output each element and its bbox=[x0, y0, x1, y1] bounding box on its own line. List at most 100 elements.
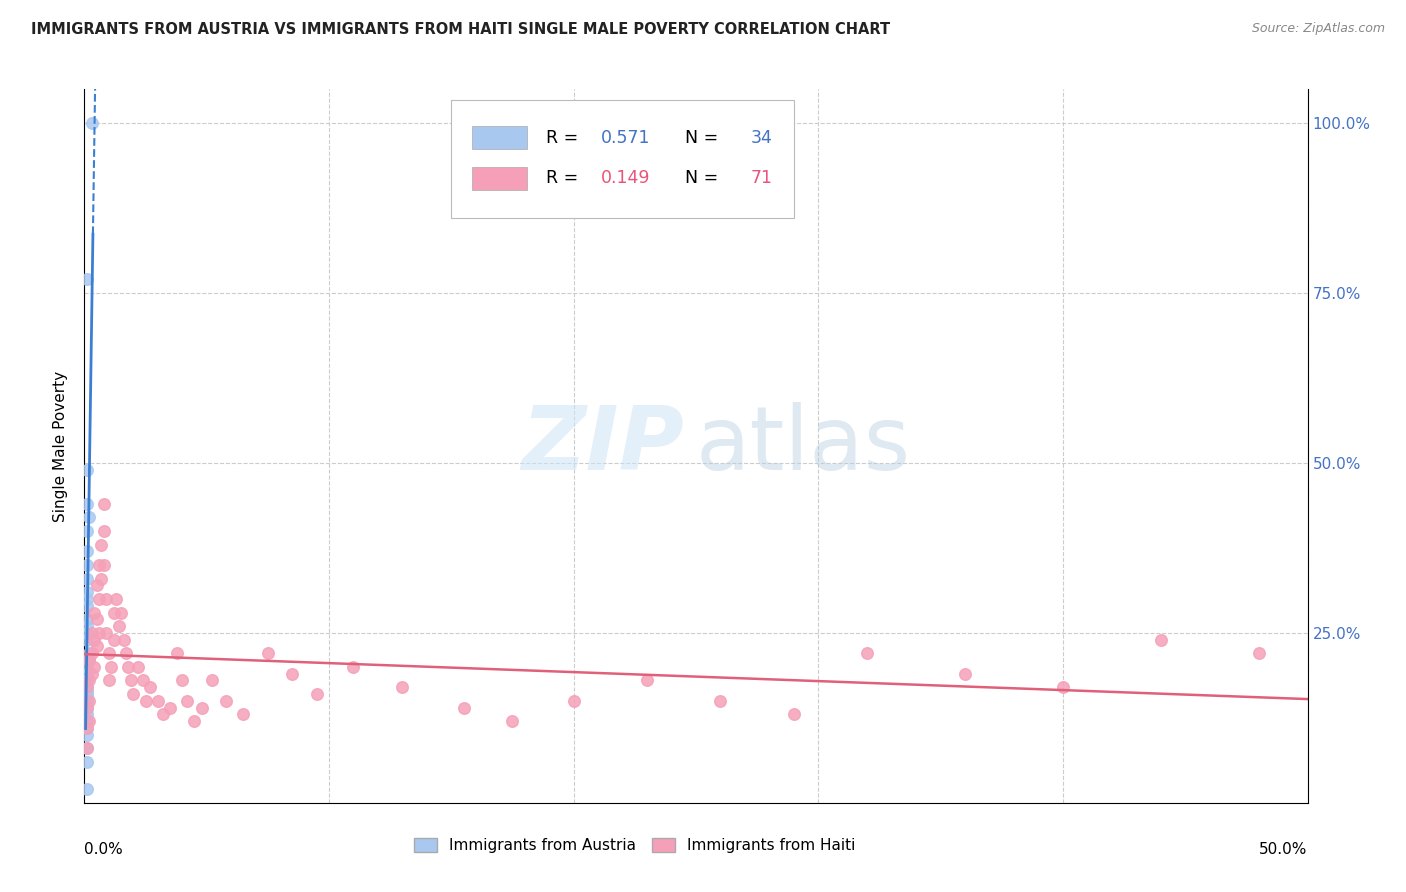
Point bbox=[176, 694, 198, 708]
Point bbox=[80, 626, 103, 640]
Point bbox=[83, 632, 105, 647]
Text: 34: 34 bbox=[751, 128, 773, 146]
Point bbox=[93, 497, 115, 511]
Point bbox=[76, 632, 98, 647]
Point bbox=[232, 707, 254, 722]
Point bbox=[77, 714, 100, 729]
Point bbox=[166, 646, 188, 660]
Point bbox=[76, 728, 98, 742]
Point bbox=[103, 632, 125, 647]
Point bbox=[115, 646, 138, 660]
Point bbox=[132, 673, 155, 688]
Point bbox=[127, 660, 149, 674]
Point bbox=[87, 558, 110, 572]
Text: R =: R = bbox=[546, 128, 583, 146]
Text: atlas: atlas bbox=[696, 402, 911, 490]
Point bbox=[215, 694, 238, 708]
Point bbox=[391, 680, 413, 694]
Point bbox=[502, 714, 524, 729]
Point bbox=[96, 626, 118, 640]
Point bbox=[90, 537, 112, 551]
Point bbox=[86, 640, 108, 654]
Point bbox=[1052, 680, 1074, 694]
Point bbox=[1247, 646, 1270, 660]
Point bbox=[562, 694, 585, 708]
Point bbox=[117, 660, 139, 674]
Point bbox=[139, 680, 162, 694]
Point bbox=[90, 572, 112, 586]
Point bbox=[76, 572, 98, 586]
Text: Source: ZipAtlas.com: Source: ZipAtlas.com bbox=[1251, 22, 1385, 36]
Point bbox=[76, 741, 98, 756]
Text: N =: N = bbox=[673, 128, 724, 146]
Point bbox=[80, 646, 103, 660]
Point bbox=[80, 116, 103, 130]
Point bbox=[76, 272, 98, 286]
Point bbox=[83, 660, 105, 674]
Point bbox=[453, 700, 475, 714]
Point bbox=[76, 666, 98, 681]
Point bbox=[83, 606, 105, 620]
Point bbox=[159, 700, 181, 714]
Text: 71: 71 bbox=[751, 169, 773, 187]
Text: 0.149: 0.149 bbox=[600, 169, 650, 187]
Point bbox=[76, 690, 98, 705]
Point bbox=[97, 673, 120, 688]
Point bbox=[76, 721, 98, 735]
FancyBboxPatch shape bbox=[472, 167, 527, 190]
Point bbox=[77, 653, 100, 667]
Point bbox=[342, 660, 364, 674]
Point bbox=[305, 687, 328, 701]
Point bbox=[172, 673, 194, 688]
Point bbox=[152, 707, 174, 722]
Point bbox=[76, 619, 98, 633]
Point bbox=[112, 632, 135, 647]
Point bbox=[100, 660, 122, 674]
Point bbox=[76, 755, 98, 769]
Point bbox=[77, 653, 100, 667]
Point bbox=[103, 606, 125, 620]
Point bbox=[86, 578, 108, 592]
Point bbox=[183, 714, 205, 729]
Text: N =: N = bbox=[673, 169, 724, 187]
Point bbox=[257, 646, 280, 660]
Point bbox=[87, 591, 110, 606]
Point bbox=[135, 694, 157, 708]
Point bbox=[200, 673, 222, 688]
Point bbox=[636, 673, 658, 688]
Point bbox=[97, 646, 120, 660]
Point bbox=[76, 599, 98, 613]
Point bbox=[709, 694, 731, 708]
Point bbox=[80, 666, 103, 681]
Point bbox=[76, 721, 98, 735]
Point bbox=[120, 673, 142, 688]
Point bbox=[76, 591, 98, 606]
Point bbox=[76, 741, 98, 756]
Point bbox=[76, 673, 98, 688]
Point bbox=[76, 497, 98, 511]
Point bbox=[122, 687, 145, 701]
Point bbox=[76, 680, 98, 694]
Point bbox=[93, 558, 115, 572]
Point bbox=[76, 707, 98, 722]
Text: R =: R = bbox=[546, 169, 583, 187]
Point bbox=[86, 612, 108, 626]
Legend: Immigrants from Austria, Immigrants from Haiti: Immigrants from Austria, Immigrants from… bbox=[408, 831, 862, 859]
Point bbox=[281, 666, 304, 681]
Point bbox=[953, 666, 976, 681]
Point bbox=[1150, 632, 1173, 647]
Text: 0.0%: 0.0% bbox=[84, 842, 124, 857]
Point bbox=[76, 700, 98, 714]
Point bbox=[110, 606, 132, 620]
Point bbox=[76, 680, 98, 694]
FancyBboxPatch shape bbox=[472, 127, 527, 149]
Point bbox=[76, 558, 98, 572]
Point bbox=[76, 463, 98, 477]
Text: 0.571: 0.571 bbox=[600, 128, 650, 146]
Point bbox=[76, 683, 98, 698]
Point bbox=[783, 707, 806, 722]
Point bbox=[76, 714, 98, 729]
Point bbox=[76, 524, 98, 538]
Text: IMMIGRANTS FROM AUSTRIA VS IMMIGRANTS FROM HAITI SINGLE MALE POVERTY CORRELATION: IMMIGRANTS FROM AUSTRIA VS IMMIGRANTS FR… bbox=[31, 22, 890, 37]
Point bbox=[77, 673, 100, 688]
